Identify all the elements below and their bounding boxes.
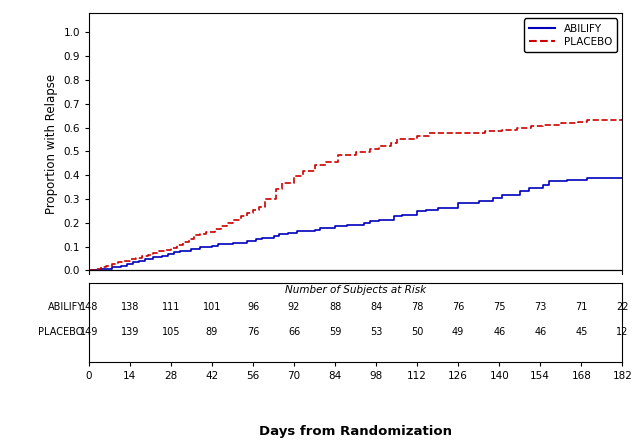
Text: ABILIFY: ABILIFY <box>48 302 84 312</box>
Text: 148: 148 <box>80 302 98 312</box>
Text: 76: 76 <box>247 327 259 337</box>
Text: 84: 84 <box>370 302 382 312</box>
Text: 50: 50 <box>411 327 424 337</box>
Legend: ABILIFY, PLACEBO: ABILIFY, PLACEBO <box>524 19 617 52</box>
Text: PLACEBO: PLACEBO <box>38 327 84 337</box>
Text: 101: 101 <box>203 302 221 312</box>
Text: 92: 92 <box>288 302 300 312</box>
Text: 49: 49 <box>452 327 464 337</box>
Text: 149: 149 <box>80 327 98 337</box>
Text: Number of Subjects at Risk: Number of Subjects at Risk <box>285 285 426 295</box>
Text: 46: 46 <box>493 327 505 337</box>
Text: 45: 45 <box>575 327 587 337</box>
Text: 66: 66 <box>288 327 300 337</box>
Text: 71: 71 <box>575 302 587 312</box>
Y-axis label: Proportion with Relapse: Proportion with Relapse <box>45 73 58 214</box>
Text: 139: 139 <box>121 327 139 337</box>
Text: 59: 59 <box>329 327 341 337</box>
Text: 76: 76 <box>452 302 464 312</box>
Text: 111: 111 <box>162 302 180 312</box>
Text: 138: 138 <box>121 302 139 312</box>
Text: 53: 53 <box>370 327 382 337</box>
Text: 89: 89 <box>206 327 218 337</box>
Text: 22: 22 <box>616 302 629 312</box>
Text: 96: 96 <box>247 302 259 312</box>
Text: Days from Randomization: Days from Randomization <box>259 425 452 438</box>
Text: 46: 46 <box>534 327 546 337</box>
Text: 78: 78 <box>411 302 424 312</box>
Text: 88: 88 <box>329 302 341 312</box>
Text: 73: 73 <box>534 302 547 312</box>
Text: 12: 12 <box>616 327 629 337</box>
Text: 105: 105 <box>162 327 180 337</box>
Text: 75: 75 <box>493 302 505 312</box>
